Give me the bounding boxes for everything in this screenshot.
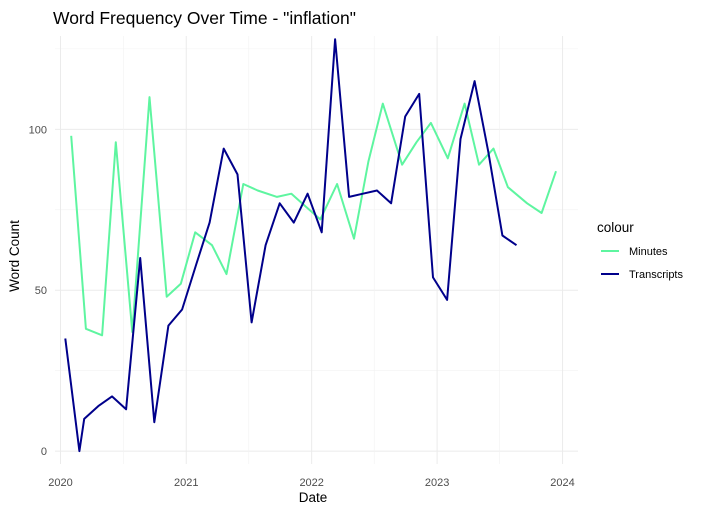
x-axis-title: Date: [299, 490, 328, 505]
ticks: 0 50 100 2020 2021 2022 2023 2024: [29, 124, 575, 489]
y-tick-label: 50: [35, 285, 47, 297]
series-line-transcripts: [64, 38, 518, 453]
x-tick-label: 2020: [48, 477, 72, 489]
grid: [55, 36, 578, 464]
x-tick-label: 2021: [174, 477, 198, 489]
legend-label-minutes: Minutes: [629, 246, 668, 258]
x-tick-label: 2022: [299, 477, 323, 489]
legend: colour Minutes Transcripts: [597, 220, 683, 281]
y-tick-label: 100: [29, 124, 47, 136]
legend-items: Minutes Transcripts: [601, 246, 683, 281]
y-axis-title: Word Count: [7, 220, 22, 292]
y-tick-label: 0: [41, 446, 47, 458]
series-layer: [64, 38, 557, 453]
chart-title: Word Frequency Over Time - "inflation": [53, 8, 356, 28]
x-tick-label: 2024: [550, 477, 574, 489]
legend-label-transcripts: Transcripts: [629, 269, 683, 281]
series-line-minutes: [70, 96, 557, 337]
x-tick-label: 2023: [425, 477, 449, 489]
legend-title: colour: [597, 220, 634, 235]
